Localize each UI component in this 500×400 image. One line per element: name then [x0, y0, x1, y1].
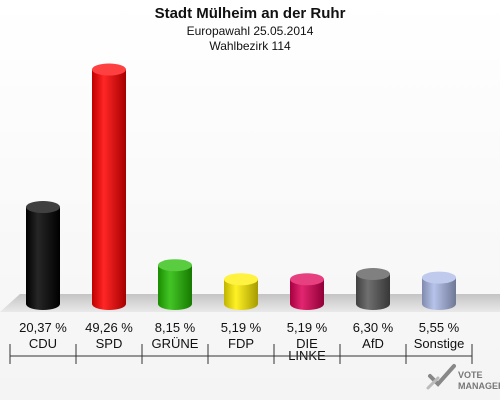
- bar-top: [290, 273, 324, 286]
- chart-title: Stadt Mülheim an der Ruhr: [155, 5, 346, 22]
- chart-subtitle-line-2: Wahlbezirk 114: [209, 39, 291, 53]
- bar-top: [92, 63, 126, 76]
- bar-body: [422, 277, 456, 310]
- value-label: 5,55 %: [419, 320, 460, 335]
- category-label: FDP: [228, 336, 254, 351]
- bar-body: [290, 279, 324, 310]
- bars-group: [26, 63, 456, 310]
- category-label: SPD: [96, 336, 123, 351]
- value-label: 8,15 %: [155, 320, 196, 335]
- category-label: GRÜNE: [152, 336, 199, 351]
- category-label: CDU: [29, 336, 57, 351]
- value-label: 20,37 %: [19, 320, 67, 335]
- bar-top: [356, 268, 390, 281]
- bar-body: [158, 265, 192, 310]
- bar-afd: [356, 268, 390, 310]
- value-label: 49,26 %: [85, 320, 133, 335]
- bar-die-linke: [290, 273, 324, 310]
- value-labels-group: 20,37 % 49,26 % 8,15 % 5,19 % 5,19 % 6,30 % 5,…: [19, 320, 460, 335]
- bar-spd: [92, 63, 126, 310]
- logo-line-2: MANAGER: [458, 381, 500, 391]
- category-separators: [9, 344, 473, 364]
- category-label: AfD: [362, 336, 384, 351]
- bar-top: [26, 201, 60, 214]
- bar-fdp: [224, 273, 258, 310]
- chart-subtitle-line-1: Europawahl 25.05.2014: [187, 24, 314, 38]
- checkmark-icon: [426, 364, 456, 390]
- bar-top: [158, 259, 192, 272]
- category-label: DIE: [296, 336, 318, 351]
- vote-manager-logo: VOTE MANAGER: [426, 364, 500, 391]
- category-label: Sonstige: [414, 336, 465, 351]
- logo-line-1: VOTE: [458, 370, 483, 380]
- bar-top: [422, 271, 456, 284]
- value-label: 5,19 %: [221, 320, 262, 335]
- value-label: 6,30 %: [353, 320, 394, 335]
- bar-cdu: [26, 201, 60, 310]
- bar-body: [224, 279, 258, 310]
- bar-top: [224, 273, 258, 286]
- bar-body: [92, 69, 126, 310]
- value-label: 5,19 %: [287, 320, 328, 335]
- bar-body: [356, 274, 390, 310]
- bar-sonstige: [422, 271, 456, 310]
- bar-body: [26, 207, 60, 310]
- bar-grüne: [158, 259, 192, 310]
